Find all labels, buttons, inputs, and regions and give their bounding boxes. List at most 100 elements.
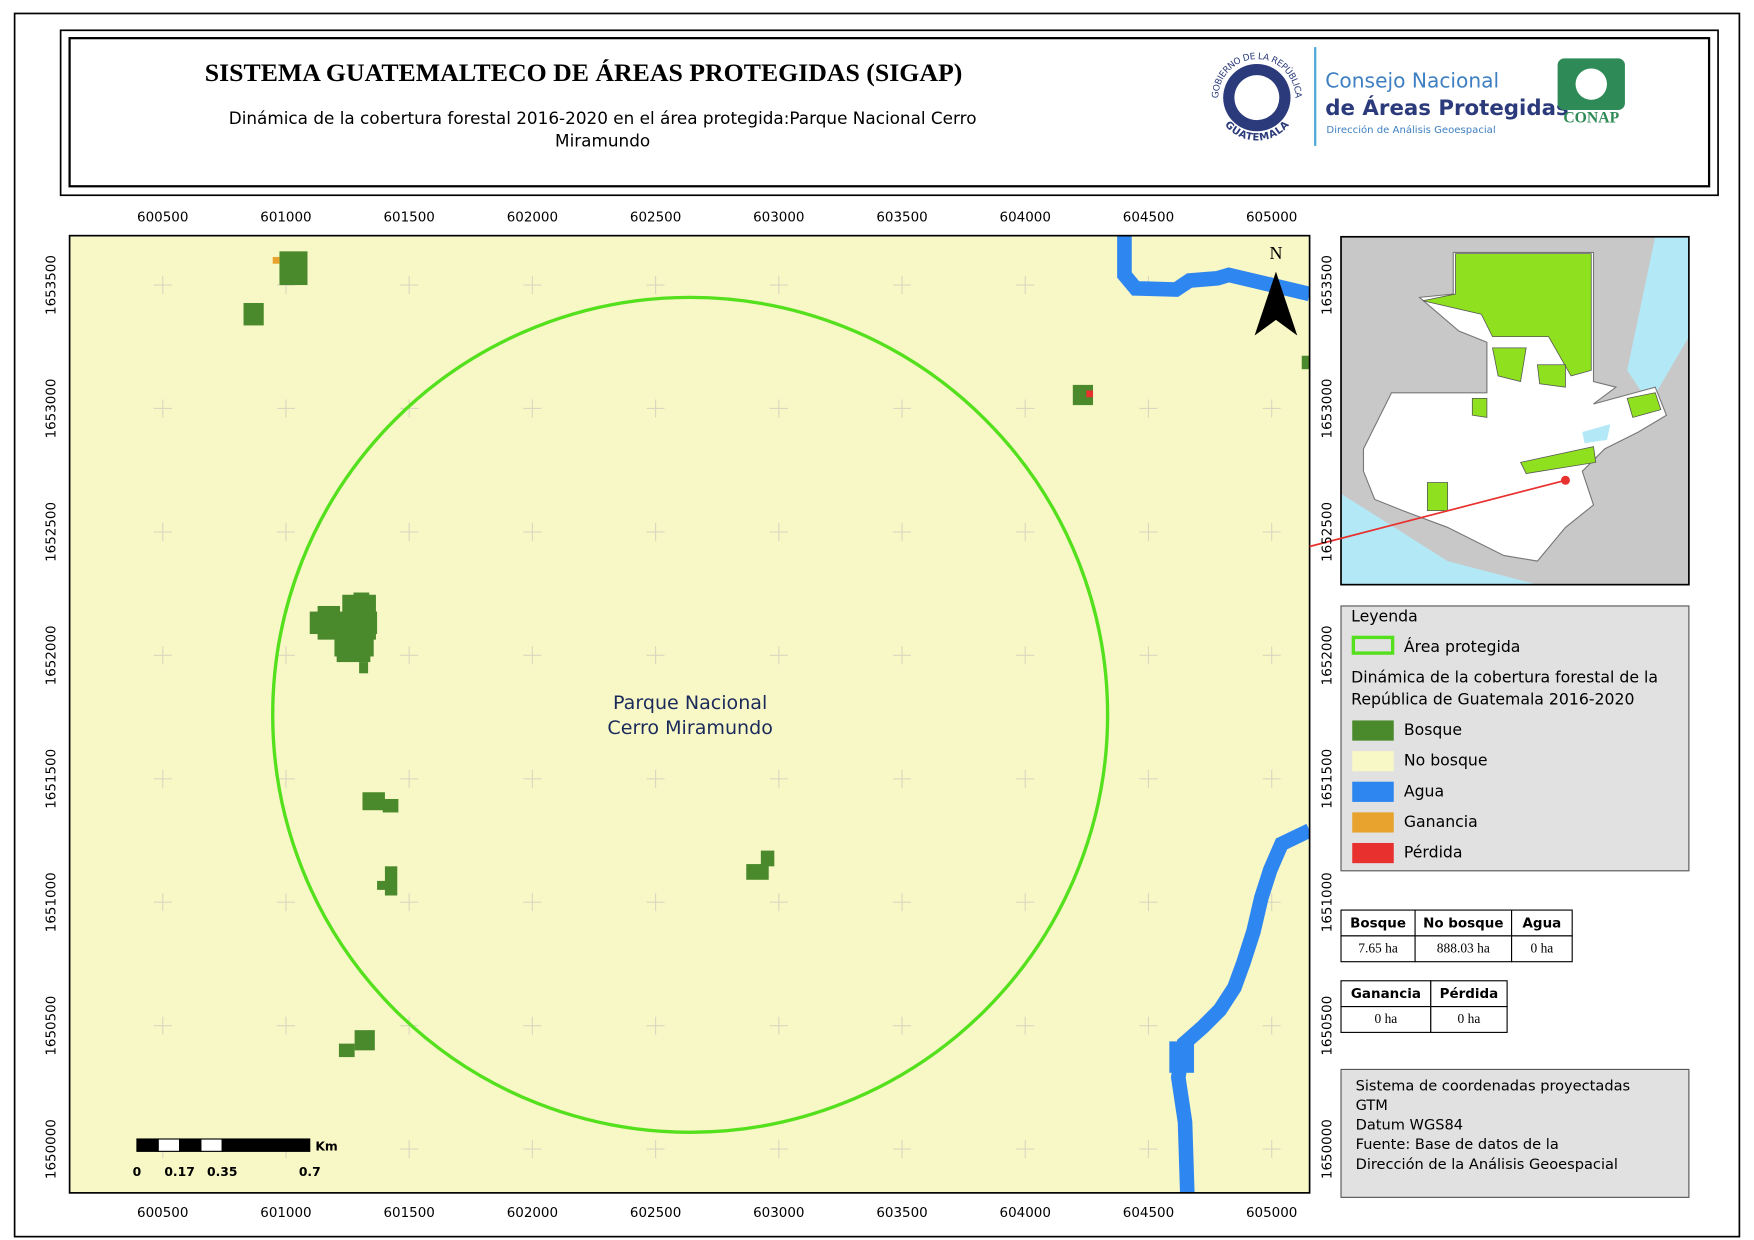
- x-coordinate-label: 602000: [507, 211, 558, 226]
- subtitle: Miramundo: [555, 130, 650, 150]
- y-coordinate-label: 1652500: [45, 502, 60, 562]
- forest-patch: [279, 251, 308, 286]
- loss-patch: [1086, 390, 1094, 398]
- inset-protected-area: [1427, 482, 1449, 511]
- inset-protected-area: [1626, 392, 1662, 418]
- info-text: Sistema de coordenadas proyectadas: [1356, 1077, 1631, 1094]
- seal-emblem: [1234, 75, 1280, 121]
- conap-badge: CONAP: [1563, 110, 1619, 127]
- x-coordinate-label: 600500: [137, 211, 188, 226]
- inset-sea: [1627, 236, 1689, 404]
- inset-protected-area: [1492, 347, 1527, 383]
- legend-swatch: [1351, 635, 1395, 655]
- scale-label: 0.7: [299, 1165, 321, 1179]
- legend-label: Ganancia: [1404, 812, 1478, 831]
- water: [1117, 235, 1310, 302]
- forest-patch: [353, 592, 370, 600]
- legend-swatch: [1352, 720, 1394, 741]
- x-coordinate-label: 600500: [137, 1206, 188, 1221]
- x-coordinate-label: 605000: [1246, 211, 1297, 226]
- table-cell: [1430, 1006, 1508, 1033]
- locator-point: [1560, 475, 1570, 485]
- legend-label: Pérdida: [1404, 843, 1463, 862]
- forest-patch: [336, 650, 371, 663]
- table-header: No bosque: [1423, 917, 1503, 932]
- locator-frame: [1340, 235, 1690, 586]
- x-coordinate-label: 601000: [260, 211, 311, 226]
- forest-patch: [362, 792, 385, 811]
- x-coordinate-label: 604500: [1123, 211, 1174, 226]
- legend-section-title: Dinámica de la cobertura forestal de la: [1351, 667, 1658, 686]
- table-cell: [1340, 980, 1432, 1008]
- legend-swatch: [1352, 842, 1394, 864]
- conap-badge-icon: [1575, 68, 1607, 100]
- table-cell: [1340, 935, 1416, 963]
- info-text: GTM: [1356, 1097, 1388, 1114]
- forest-patch: [338, 1043, 355, 1058]
- x-coordinate-label: 605000: [1246, 1206, 1297, 1221]
- info-box: Sistema de coordenadas proyectadas GTM Dat…: [1340, 1068, 1690, 1198]
- scale-bar-segment: [157, 1138, 181, 1152]
- table-value: 888.03 ha: [1437, 940, 1490, 955]
- scale-bar-segment: [221, 1138, 311, 1152]
- locator-map: [1341, 236, 1689, 585]
- table-header: Bosque: [1350, 917, 1406, 932]
- table-cell: [1511, 935, 1573, 963]
- seal-logo: GOBIERNO DE LA REPÚBLICA GUATEMALA: [1211, 52, 1303, 144]
- table-cell: [1414, 935, 1513, 963]
- forest-patch: [1301, 355, 1310, 370]
- info-text: Fuente: Base de datos de la: [1356, 1136, 1559, 1153]
- x-coordinate-label: 604000: [1000, 1206, 1051, 1221]
- legend-swatch: [1352, 781, 1394, 802]
- x-coordinate-label: 603500: [876, 211, 927, 226]
- stats-tables: Bosque 7.65 ha No bosque 888.03 ha Agua 0 ha G…: [1340, 909, 1573, 1033]
- y-coordinate-label: 1651000: [45, 872, 60, 932]
- y-coordinate-label: 1652000: [45, 625, 60, 685]
- scale-bar-segment: [200, 1138, 223, 1152]
- table-cell: [1511, 909, 1573, 937]
- info-box-frame: [1340, 1068, 1690, 1198]
- gain-patch: [272, 256, 280, 264]
- map-frame: [68, 234, 1311, 1194]
- x-coordinate-label: 601500: [383, 211, 434, 226]
- protected-area: [271, 295, 1110, 1134]
- legend-label: Bosque: [1404, 720, 1462, 739]
- y-coordinate-label: 1653500: [45, 255, 60, 315]
- table-cell: [1340, 1006, 1432, 1033]
- title: SISTEMA GUATEMALTECO DE ÁREAS PROTEGIDAS…: [205, 58, 963, 87]
- x-coordinate-label: 601500: [383, 1206, 434, 1221]
- x-coordinate-label: 603000: [753, 211, 804, 226]
- map-background: [69, 235, 1310, 1193]
- x-coordinate-label: 603500: [876, 1206, 927, 1221]
- table-cell: [1430, 980, 1508, 1008]
- table-cell: [1340, 909, 1416, 937]
- legend-box: [1340, 605, 1690, 872]
- main-map: Parque Nacional Cerro Miramundo N Km 0 0.17 0.…: [69, 235, 1310, 1193]
- inset-lake: [1582, 424, 1611, 444]
- area-label: Cerro Miramundo: [607, 717, 772, 739]
- y-coordinate-label: 1650000: [45, 1119, 60, 1179]
- y-coordinate-label: 1651500: [1321, 749, 1336, 809]
- conap-text: de Áreas Protegidas: [1325, 95, 1568, 121]
- scale-bar-segment: [136, 1138, 159, 1152]
- legend: Leyenda Área protegida Dinámica de la cobe…: [1340, 605, 1690, 872]
- header-frame: [59, 29, 1719, 197]
- scale-label: 0: [133, 1165, 142, 1179]
- forest-patch: [243, 302, 264, 326]
- locator-line: [1309, 479, 1566, 548]
- forest-patch: [342, 594, 376, 640]
- legend-label: Agua: [1404, 781, 1444, 800]
- water: [1169, 1041, 1195, 1073]
- x-coordinate-label: 602000: [507, 1206, 558, 1221]
- x-coordinate-label: 604500: [1123, 1206, 1174, 1221]
- forest-patch: [760, 850, 775, 867]
- table-header: Pérdida: [1440, 986, 1499, 1002]
- conap-text: Consejo Nacional: [1325, 68, 1499, 92]
- legend-title: Leyenda: [1351, 607, 1418, 626]
- y-coordinate-label: 1653500: [1321, 255, 1336, 315]
- table-header: Ganancia: [1351, 987, 1421, 1002]
- conap-text: Dirección de Análisis Geoespacial: [1326, 124, 1495, 136]
- info-text: Datum WGS84: [1356, 1117, 1463, 1134]
- table-value: 0 ha: [1530, 940, 1553, 955]
